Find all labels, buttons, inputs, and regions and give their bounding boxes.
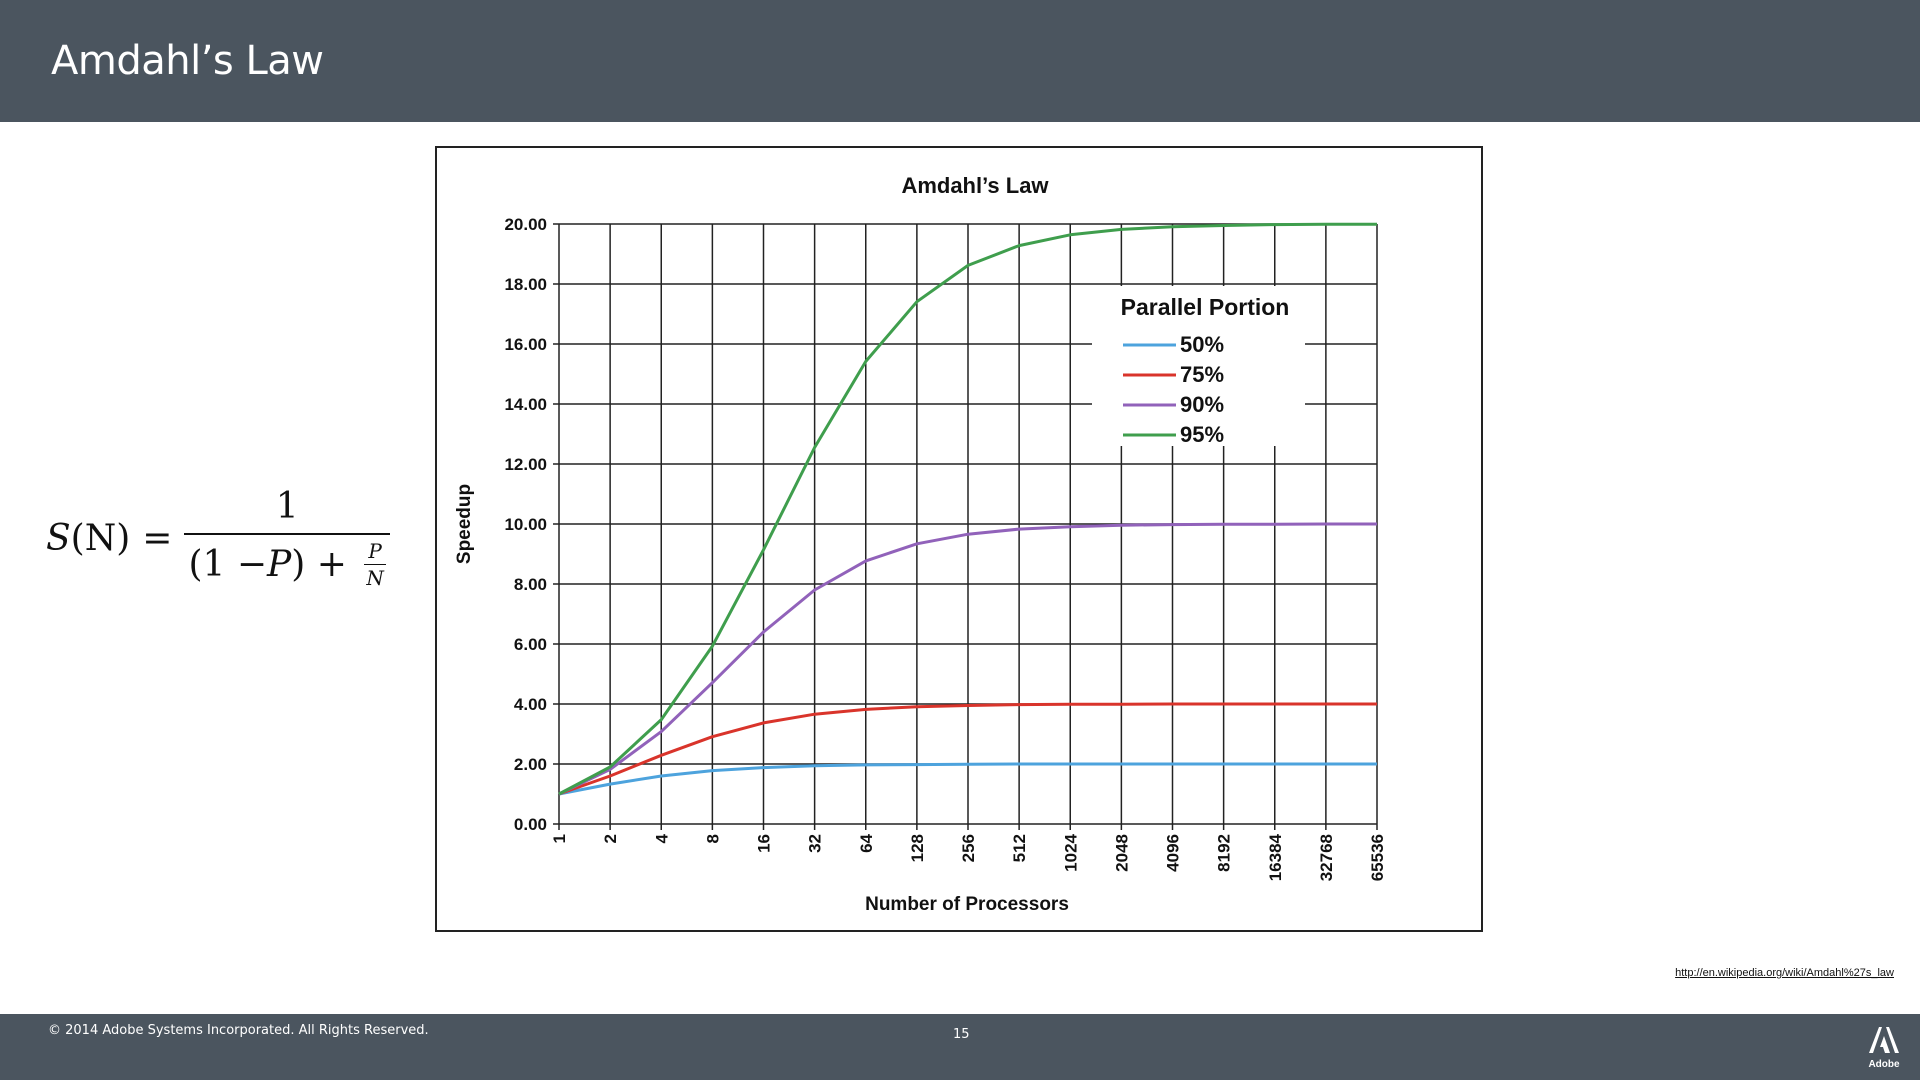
y-tick-label: 16.00 [504, 335, 547, 354]
x-tick-label: 256 [959, 834, 978, 862]
formula-denominator: (1 − P) + P N [184, 533, 390, 590]
legend-items: 50% 75% 90% 95% [1123, 332, 1224, 447]
page-number: 15 [953, 1027, 970, 1042]
y-tick-label: 20.00 [504, 215, 547, 234]
adobe-logo-icon [1869, 1027, 1899, 1053]
slide-header: Amdahl’s Law [0, 0, 1920, 122]
x-tick-label: 128 [908, 834, 927, 862]
x-tick-label: 8 [703, 834, 722, 843]
y-tick-label: 10.00 [504, 515, 547, 534]
x-tick-label: 4096 [1164, 834, 1183, 872]
copyright-text: © 2014 Adobe Systems Incorporated. All R… [48, 1023, 429, 1038]
x-axis-ticks: 1 2 4 8 16 32 64 128 256 512 1024 2048 4096 8192 16384… [550, 824, 1387, 881]
amdahl-formula: S(N) = 1 (1 − P) + P N [46, 486, 390, 590]
x-tick-label: 32 [806, 834, 825, 853]
series-line-75pct [558, 702, 1377, 796]
y-tick-label: 8.00 [514, 575, 547, 594]
x-tick-label: 64 [857, 833, 876, 852]
chart-title: Amdahl’s Law [901, 173, 1049, 198]
slide-title: Amdahl’s Law [51, 38, 324, 84]
y-tick-label: 0.00 [514, 815, 547, 834]
x-axis-label: Number of Processors [865, 894, 1069, 915]
legend-label: 95% [1180, 422, 1224, 447]
series-lines [558, 222, 1377, 796]
legend-label: 50% [1180, 332, 1224, 357]
y-tick-label: 4.00 [514, 695, 547, 714]
formula-lhs: S(N) [46, 517, 131, 559]
y-tick-label: 12.00 [504, 455, 547, 474]
legend-title: Parallel Portion [1121, 294, 1290, 320]
chart-svg: Amdahl’s Law 0.002.004.006.008.0010.0012… [454, 173, 1387, 915]
speedup-chart: Amdahl’s Law 0.00 2.00 4.00 6.00 8.00 10.00 12… [435, 146, 1483, 932]
x-tick-label: 512 [1010, 834, 1029, 862]
legend-background [1092, 286, 1305, 446]
formula-numerator: 1 [275, 486, 299, 527]
y-axis-ticks: 0.00 2.00 4.00 6.00 8.00 10.00 12.00 14.00 16.00… [504, 215, 559, 834]
x-tick-label: 1024 [1061, 833, 1080, 871]
series-line-95pct [558, 222, 1377, 796]
x-tick-label: 2048 [1112, 834, 1131, 872]
formula-small-fraction: P N [364, 539, 386, 590]
adobe-logo: Adobe [1862, 1027, 1906, 1070]
x-tick-label: 16384 [1266, 833, 1285, 881]
y-tick-label: 14.00 [504, 395, 547, 414]
legend-label: 90% [1180, 392, 1224, 417]
legend-label: 75% [1180, 362, 1224, 387]
x-tick-label: 65536 [1368, 834, 1387, 881]
formula-equals: = [142, 517, 173, 559]
series-line-90pct [558, 522, 1377, 796]
formula-fraction: 1 (1 − P) + P N [184, 486, 390, 590]
y-tick-label: 2.00 [514, 755, 547, 774]
y-tick-label: 6.00 [514, 635, 547, 654]
slide-footer: © 2014 Adobe Systems Incorporated. All R… [0, 1014, 1920, 1080]
x-tick-label: 32768 [1317, 834, 1336, 881]
x-tick-label: 8192 [1215, 834, 1234, 872]
y-axis-label: Speedup [454, 484, 475, 564]
brand-text: Adobe [1868, 1059, 1900, 1070]
source-link[interactable]: http://en.wikipedia.org/wiki/Amdahl%27s_… [1675, 967, 1894, 979]
x-tick-label: 1 [550, 834, 569, 843]
y-tick-label: 18.00 [504, 275, 547, 294]
series-line-50pct [558, 762, 1377, 796]
x-tick-label: 4 [652, 833, 671, 843]
x-tick-label: 2 [601, 834, 620, 843]
x-tick-label: 16 [755, 834, 774, 853]
